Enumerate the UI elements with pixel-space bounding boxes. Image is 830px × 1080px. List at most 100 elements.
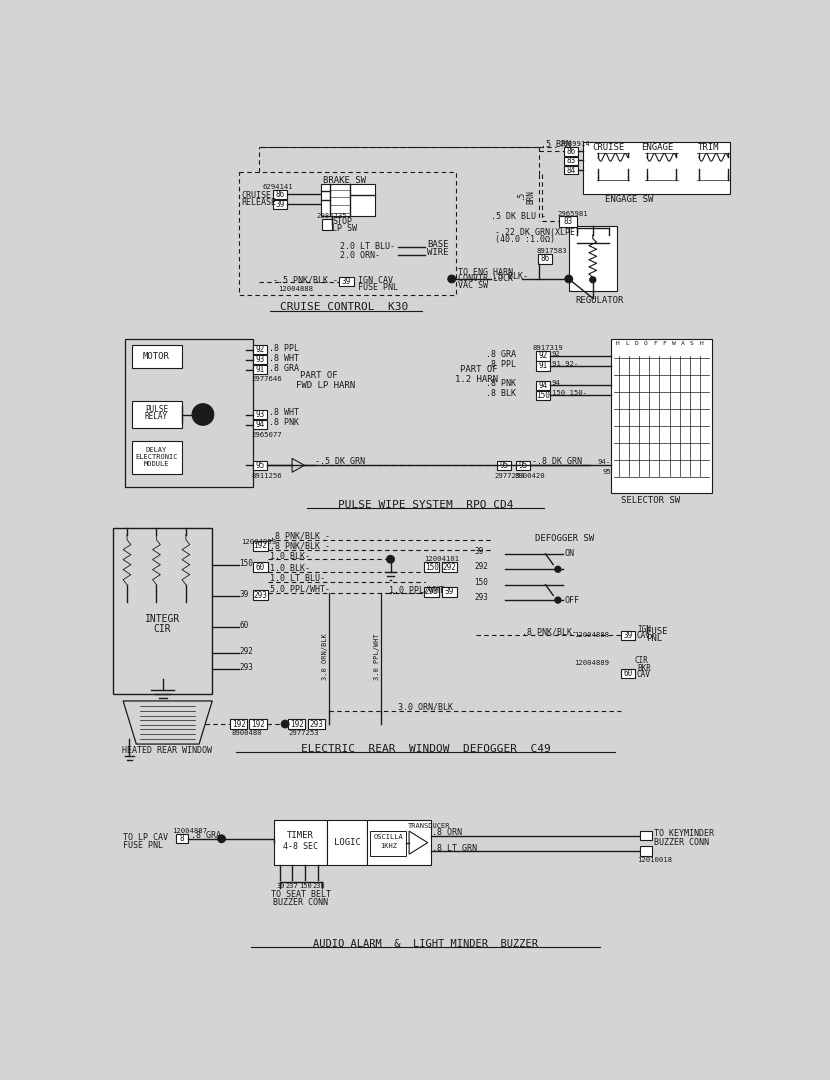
Text: IGN CAV: IGN CAV [358, 276, 393, 285]
Text: 95: 95 [519, 461, 528, 470]
Text: 293: 293 [474, 593, 488, 603]
Bar [252, 590, 268, 600]
Text: 1.2 HARN: 1.2 HARN [455, 375, 498, 383]
Bar [125, 339, 253, 487]
Text: A: A [681, 341, 685, 347]
Text: F: F [653, 341, 657, 347]
Bar [274, 821, 327, 865]
Text: TRIM: TRIM [697, 143, 719, 152]
Text: -.5 DK GRN: -.5 DK GRN [315, 457, 365, 465]
Bar [253, 461, 267, 470]
Text: 84: 84 [566, 165, 576, 175]
Bar [424, 563, 439, 572]
Text: 12004888: 12004888 [278, 286, 313, 292]
Text: WIRE: WIRE [427, 248, 448, 257]
Text: IGN: IGN [637, 625, 651, 634]
Text: 93: 93 [256, 355, 265, 364]
Text: LOGIC: LOGIC [334, 838, 360, 847]
Text: 12004101: 12004101 [424, 556, 459, 563]
Bar [176, 834, 188, 843]
Text: INTEGR: INTEGR [145, 615, 180, 624]
Text: TRANSDUCER: TRANSDUCER [408, 823, 450, 828]
Text: F: F [662, 341, 666, 347]
Text: 86: 86 [540, 255, 549, 264]
Text: TIMER: TIMER [287, 832, 314, 840]
Text: 92: 92 [256, 346, 265, 354]
Text: H: H [700, 341, 703, 347]
Text: 12004888: 12004888 [574, 632, 609, 637]
Circle shape [554, 597, 561, 603]
Text: 92: 92 [552, 351, 560, 356]
Bar [253, 346, 267, 354]
Text: .8 WHT: .8 WHT [269, 354, 299, 363]
Bar [113, 528, 212, 694]
Text: .8 GRA: .8 GRA [486, 350, 515, 359]
Bar [538, 255, 552, 264]
Text: 6294141: 6294141 [262, 184, 293, 190]
Text: -.8 DK GRN: -.8 DK GRN [532, 457, 583, 465]
Bar [497, 461, 511, 470]
Bar [252, 541, 268, 551]
Text: 94: 94 [539, 381, 548, 390]
Text: CRUISE CONTROL  K30: CRUISE CONTROL K30 [280, 302, 408, 312]
Text: W: W [671, 341, 676, 347]
Text: .5 BRN: .5 BRN [541, 139, 571, 149]
Text: 95: 95 [500, 461, 509, 470]
Text: BKR: BKR [637, 664, 651, 673]
Bar [288, 719, 305, 729]
Text: 94: 94 [256, 420, 265, 429]
Text: .8 PNK/BLK-: .8 PNK/BLK- [522, 627, 577, 637]
Text: L: L [625, 341, 629, 347]
Text: 86: 86 [566, 147, 576, 156]
Text: 39: 39 [239, 590, 249, 599]
Text: 192: 192 [253, 541, 267, 551]
Text: SELECTOR SW: SELECTOR SW [621, 496, 680, 505]
Text: 3.0 ORN/BLK: 3.0 ORN/BLK [322, 634, 328, 680]
Text: ELECTRIC  REAR  WINDOW  DEFOGGER  C49: ELECTRIC REAR WINDOW DEFOGGER C49 [300, 744, 550, 754]
Text: 86: 86 [275, 190, 285, 199]
Text: 150: 150 [474, 578, 488, 586]
Text: O: O [643, 341, 647, 347]
Text: 83: 83 [564, 217, 573, 226]
Text: DEFOGGER SW: DEFOGGER SW [535, 534, 593, 543]
Text: 8900420: 8900420 [515, 473, 545, 480]
Text: 8900480: 8900480 [232, 730, 262, 737]
Bar [424, 588, 439, 597]
Bar [308, 719, 325, 729]
Text: 2.0 LT BLU-: 2.0 LT BLU- [340, 242, 395, 252]
Text: 192: 192 [290, 719, 304, 729]
Text: OSCILLA: OSCILLA [374, 834, 403, 840]
Bar [370, 832, 406, 855]
Text: 8911256: 8911256 [251, 473, 281, 480]
Text: 1.0 BLK-: 1.0 BLK- [271, 552, 310, 561]
Text: (40.0 :1.0Ω): (40.0 :1.0Ω) [496, 235, 555, 244]
Bar [322, 219, 332, 230]
Text: TO SEAT BELT: TO SEAT BELT [271, 891, 330, 900]
Text: 150: 150 [239, 559, 253, 568]
Text: ENGAGE SW: ENGAGE SW [605, 195, 653, 204]
Circle shape [281, 720, 289, 728]
Text: BRAKE SW: BRAKE SW [323, 176, 366, 185]
Text: 8: 8 [180, 834, 184, 843]
Text: 5.0 PPL/WHT-: 5.0 PPL/WHT- [271, 584, 330, 594]
Circle shape [565, 275, 573, 283]
Text: FUSE PNL: FUSE PNL [358, 283, 398, 292]
Text: DELAY: DELAY [146, 447, 167, 453]
Text: PART OF: PART OF [300, 372, 338, 380]
Text: TO ENG HARN: TO ENG HARN [458, 268, 513, 276]
Text: .5 BLK-: .5 BLK- [493, 272, 528, 281]
Text: 150: 150 [536, 391, 550, 400]
Text: D: D [634, 341, 638, 347]
Text: CAV: CAV [637, 671, 651, 679]
Bar [250, 719, 266, 729]
Text: 8917583: 8917583 [536, 248, 567, 254]
Text: PULSE WIPE SYSTEM  RPO CD4: PULSE WIPE SYSTEM RPO CD4 [338, 500, 513, 511]
Text: .8 LT GRN: .8 LT GRN [432, 843, 477, 852]
Text: 12004099: 12004099 [241, 539, 276, 545]
Bar [583, 141, 730, 194]
Bar [564, 166, 578, 174]
Text: AUDIO ALARM  &  LIGHT MINDER  BUZZER: AUDIO ALARM & LIGHT MINDER BUZZER [313, 940, 538, 949]
Text: .8 PPL: .8 PPL [269, 343, 299, 353]
Bar [273, 190, 286, 199]
Text: 39: 39 [474, 548, 483, 556]
